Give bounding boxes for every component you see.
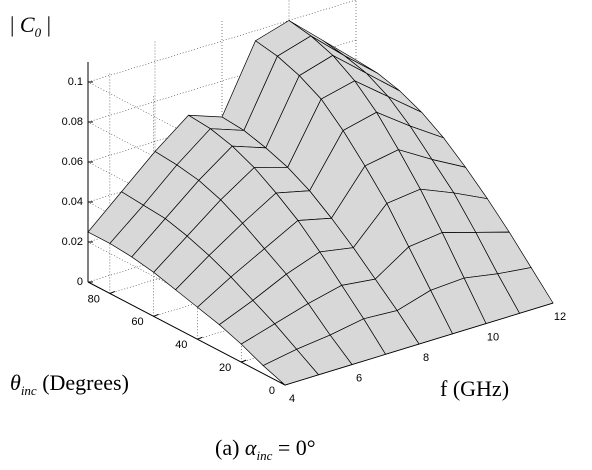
y-tick-label: 0 [269, 385, 275, 397]
z-axis-label: | C0 | [10, 12, 51, 40]
axis-line [87, 281, 286, 386]
y-axis-label: θinc (Degrees) [10, 370, 129, 398]
x-tick-label: 12 [554, 311, 566, 323]
z-tick-label: 0.06 [62, 156, 83, 168]
z-tick-label: 0.02 [62, 236, 83, 248]
y-tick-label: 60 [131, 316, 143, 328]
tick-mark [197, 336, 203, 340]
tick-mark [153, 313, 159, 317]
x-tick-label: 8 [423, 352, 429, 364]
y-tick-label: 20 [219, 362, 231, 374]
x-tick-label: 10 [487, 331, 499, 343]
y-tick-label: 40 [175, 339, 187, 351]
z-tick-label: 0.1 [68, 76, 83, 88]
x-tick-label: 6 [356, 372, 362, 384]
tick-mark [109, 290, 116, 294]
x-axis-label: f (GHz) [440, 376, 509, 401]
surface-patch [262, 348, 320, 386]
caption: (a) αinc = 0° [215, 435, 316, 463]
z-tick-label: 0 [77, 276, 83, 288]
tick-mark [241, 359, 247, 363]
x-tick-label: 4 [289, 393, 295, 405]
z-tick-label: 0.08 [62, 116, 83, 128]
y-tick-label: 80 [88, 293, 100, 305]
z-tick-label: 0.04 [62, 196, 83, 208]
